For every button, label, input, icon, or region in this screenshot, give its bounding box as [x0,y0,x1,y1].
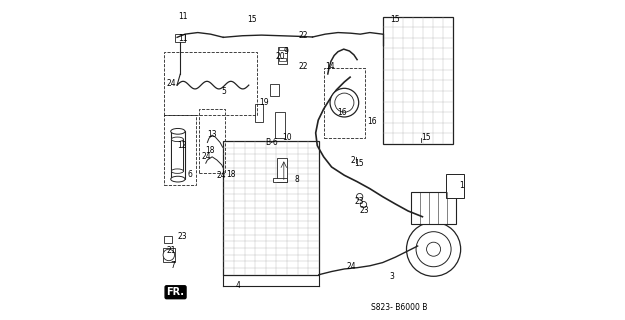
Bar [199,109,225,173]
Circle shape [416,232,451,267]
Ellipse shape [171,169,184,173]
Text: 14: 14 [325,61,335,70]
Circle shape [330,88,359,117]
Text: 19: 19 [259,98,269,107]
Bar [164,52,257,116]
Text: 18: 18 [226,170,236,179]
Text: 5: 5 [222,87,227,96]
Text: 23: 23 [177,232,187,241]
Text: 15: 15 [354,159,364,168]
Bar [279,47,286,50]
Ellipse shape [171,137,184,141]
Bar [275,112,285,138]
Circle shape [335,93,354,112]
Ellipse shape [171,128,185,134]
Circle shape [427,242,441,256]
Text: 2: 2 [351,156,356,164]
Text: 7: 7 [171,261,176,270]
Circle shape [360,201,367,208]
Bar [162,248,175,262]
Text: 6: 6 [188,170,192,179]
Circle shape [356,194,363,200]
Text: 23: 23 [359,206,369,215]
Bar [446,174,464,198]
Ellipse shape [171,176,185,182]
Text: B-6: B-6 [266,138,278,147]
Bar [278,47,287,64]
Text: 3: 3 [389,272,394,281]
Text: 10: 10 [282,133,292,142]
Bar [176,34,185,42]
Text: 24: 24 [202,152,211,161]
Text: 1: 1 [459,181,464,190]
Text: 18: 18 [205,146,214,155]
Text: 23: 23 [354,197,364,206]
Text: 15: 15 [421,133,431,142]
Bar [382,17,452,144]
Text: 11: 11 [179,12,188,21]
Bar [171,139,184,171]
Text: 16: 16 [338,108,347,117]
Text: 22: 22 [299,61,308,70]
Bar [164,116,196,186]
Circle shape [163,249,174,261]
Text: 21: 21 [167,246,176,255]
Bar [411,192,456,224]
Text: 20: 20 [276,52,286,61]
Text: S823- B6000 B: S823- B6000 B [371,303,428,312]
Text: 16: 16 [368,117,377,126]
Bar [271,84,279,96]
Text: 8: 8 [295,175,300,184]
Bar [223,141,319,275]
Text: 12: 12 [177,141,187,150]
Text: 13: 13 [208,130,217,139]
Bar [324,68,365,138]
Bar [279,58,286,61]
Text: 15: 15 [391,15,400,24]
Text: 24: 24 [216,172,226,180]
Text: 15: 15 [247,15,257,24]
Bar [254,104,263,122]
Text: 22: 22 [299,31,308,40]
Text: 24: 24 [347,262,356,271]
Circle shape [406,222,461,276]
Bar [278,158,287,182]
Text: 11: 11 [179,35,188,44]
Bar [164,236,172,243]
Text: 9: 9 [283,47,288,56]
Text: 4: 4 [236,281,241,290]
Bar [272,179,287,182]
Bar [171,131,185,179]
Text: FR.: FR. [167,287,184,297]
Text: 24: 24 [167,79,176,88]
